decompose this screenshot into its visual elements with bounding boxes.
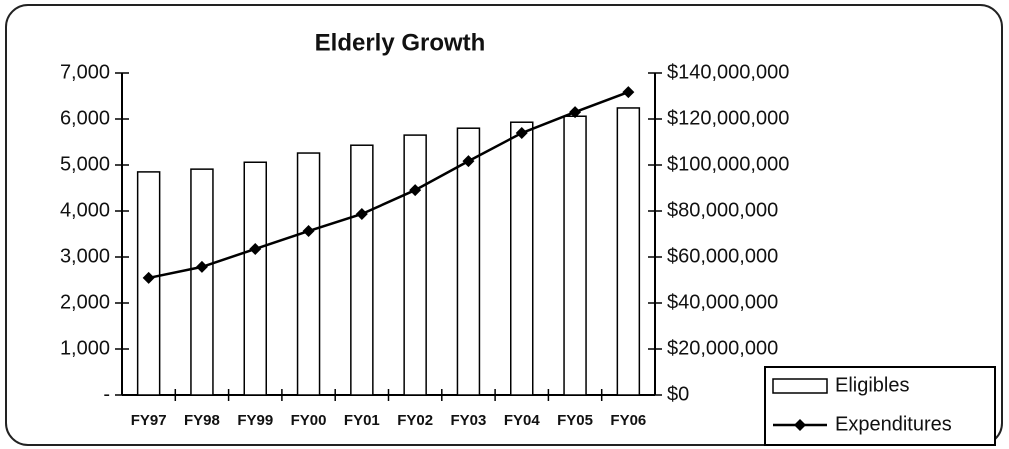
expenditure-line: [148, 90, 629, 280]
y-tick-label: 7,000: [60, 61, 110, 83]
bar: [563, 115, 587, 396]
bar: [350, 144, 374, 396]
y2-tick-label: $40,000,000: [667, 291, 778, 313]
y2-tick-label: $20,000,000: [667, 337, 778, 359]
y2-tick-label: $60,000,000: [667, 245, 778, 267]
line-marker: [355, 207, 368, 220]
x-tick-label: FY00: [291, 412, 327, 429]
legend-swatch: [772, 378, 828, 394]
x-tick-label: FY05: [557, 412, 593, 429]
bar: [456, 127, 481, 396]
line-marker: [515, 127, 528, 140]
y2-tick-label: $80,000,000: [667, 199, 778, 221]
legend-label: Eligibles: [835, 374, 909, 396]
x-tick-label: FY01: [344, 412, 380, 429]
y-tick-label: -: [103, 383, 110, 405]
bar: [190, 168, 214, 396]
bar: [510, 121, 534, 396]
line-marker: [302, 225, 315, 238]
y2-tick-label: $0: [667, 383, 689, 405]
x-tick-label: FY99: [237, 412, 273, 429]
y-tick-label: 2,000: [60, 291, 110, 313]
x-tick-label: FY02: [397, 412, 433, 429]
line-marker: [195, 260, 208, 273]
line-marker: [249, 242, 262, 255]
chart-title: Elderly Growth: [315, 29, 486, 56]
bar: [296, 152, 321, 396]
y2-tick-label: $100,000,000: [667, 153, 789, 175]
x-tick-label: FY98: [184, 412, 220, 429]
y-tick-label: 6,000: [60, 107, 110, 129]
x-tick-label: FY03: [451, 412, 487, 429]
x-tick-label: FY06: [610, 412, 646, 429]
x-tick-label: FY97: [131, 412, 167, 429]
line-marker: [622, 86, 635, 99]
bar: [403, 134, 427, 396]
y2-tick-label: $140,000,000: [667, 61, 789, 83]
legend-marker: [794, 419, 806, 431]
x-tick-label: FY04: [504, 412, 541, 429]
y-tick-label: 3,000: [60, 245, 110, 267]
line-marker: [569, 106, 582, 119]
y-tick-label: 1,000: [60, 337, 110, 359]
y-tick-label: 4,000: [60, 199, 110, 221]
bar: [243, 161, 267, 396]
line-marker: [462, 155, 475, 168]
bar: [616, 107, 641, 396]
legend-label: Expenditures: [835, 413, 952, 435]
line-marker: [142, 271, 155, 284]
y-tick-label: 5,000: [60, 153, 110, 175]
line-marker: [409, 184, 422, 197]
y2-tick-label: $120,000,000: [667, 107, 789, 129]
